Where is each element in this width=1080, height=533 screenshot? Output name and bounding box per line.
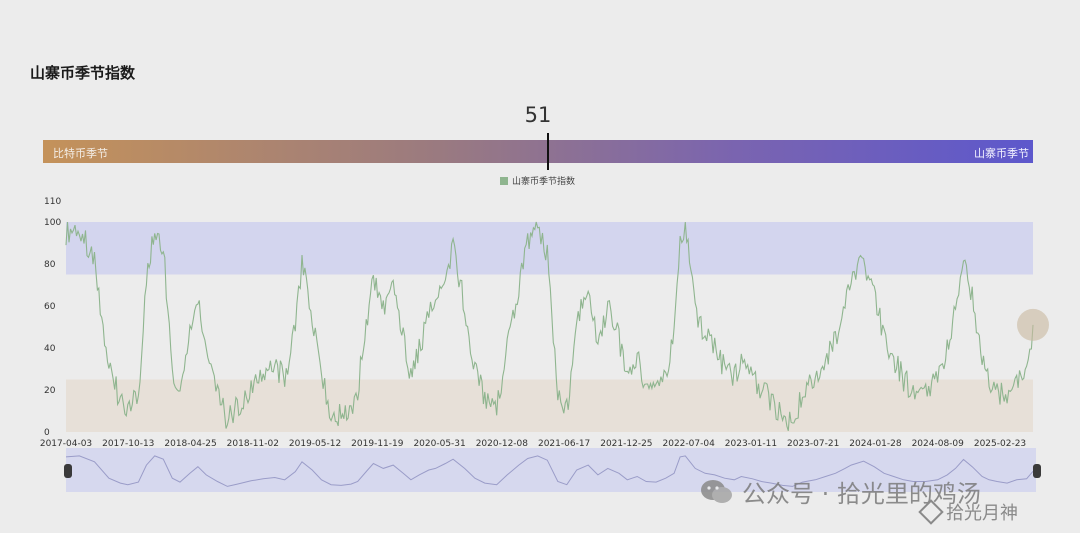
x-tick-label: 2019-05-12 xyxy=(289,439,341,449)
y-tick-label: 0 xyxy=(44,428,50,438)
x-tick-label: 2022-07-04 xyxy=(663,439,716,449)
navigator-left-handle[interactable] xyxy=(64,464,72,478)
y-tick-label: 20 xyxy=(44,386,56,396)
page-title: 山寨币季节指数 xyxy=(30,64,136,82)
watermark-text: 公众号 · 拾光里的鸡汤 xyxy=(742,480,981,508)
x-tick-label: 2019-11-19 xyxy=(351,439,404,449)
x-tick-label: 2020-12-08 xyxy=(476,439,529,449)
y-tick-label: 80 xyxy=(44,260,56,270)
band-0 xyxy=(66,222,1033,275)
current-point-highlight xyxy=(1017,308,1049,341)
band-1 xyxy=(66,379,1033,432)
x-tick-label: 2025-02-23 xyxy=(974,439,1026,449)
x-tick-label: 2020-05-31 xyxy=(413,439,465,449)
legend-swatch xyxy=(500,176,508,185)
gauge-marker xyxy=(547,133,549,170)
y-tick-label: 60 xyxy=(44,302,56,312)
gauge-value: 51 xyxy=(524,103,552,127)
x-tick-label: 2018-11-02 xyxy=(227,439,279,449)
y-tick-label: 100 xyxy=(44,218,61,228)
x-tick-label: 2021-12-25 xyxy=(600,439,652,449)
wechat-icon xyxy=(701,479,732,503)
x-tick-label: 2018-04-25 xyxy=(164,439,216,449)
watermark: 公众号 · 拾光里的鸡汤 xyxy=(700,474,981,509)
legend-label: 山寨币季节指数 xyxy=(512,177,576,187)
navigator-right-handle[interactable] xyxy=(1033,464,1041,478)
x-tick-label: 2017-10-13 xyxy=(102,439,154,449)
chart-legend[interactable]: 山寨币季节指数 xyxy=(500,174,575,187)
season-gauge-bar: 比特币季节 山寨币季节 xyxy=(43,140,1033,163)
series-line xyxy=(65,221,1034,431)
diamond-icon xyxy=(918,499,944,525)
x-tick-label: 2024-01-28 xyxy=(849,439,902,449)
x-tick-label: 2024-08-09 xyxy=(912,439,965,449)
x-tick-label: 2023-01-11 xyxy=(725,439,777,449)
y-tick-label: 110 xyxy=(44,197,61,207)
watermark-author-text: 拾光月神 xyxy=(946,503,1018,524)
y-tick-label: 40 xyxy=(44,344,56,354)
watermark-author: 拾光月神 xyxy=(918,499,1018,525)
x-tick-label: 2023-07-21 xyxy=(787,439,839,449)
range-navigator[interactable] xyxy=(66,448,1036,492)
x-tick-label: 2021-06-17 xyxy=(538,439,590,449)
gauge-right-label: 山寨币季节 xyxy=(974,147,1029,160)
navigator-line xyxy=(65,455,1034,487)
x-tick-label: 2017-04-03 xyxy=(40,439,92,449)
gauge-left-label: 比特币季节 xyxy=(53,147,108,160)
